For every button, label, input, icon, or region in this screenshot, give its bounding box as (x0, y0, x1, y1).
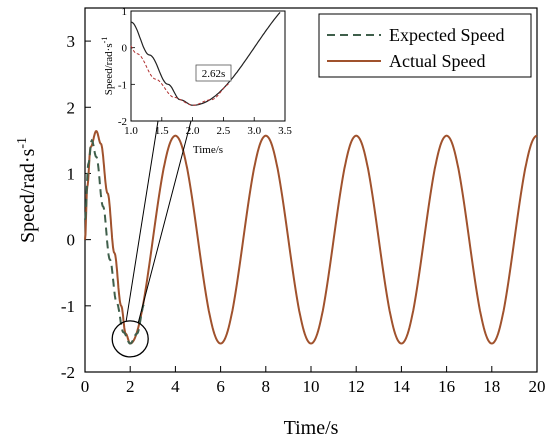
y-tick-label: 3 (67, 32, 76, 51)
x-tick-label: 18 (483, 377, 500, 396)
inset-x-tick-label: 1.5 (155, 125, 169, 137)
y-tick-label: 0 (67, 231, 76, 250)
inset-chart: 1.0 1.5 2.0 2.5 3.0 3.5 -2 -1 0 1 2.62s Time/s Sp… (100, 6, 292, 156)
inset-x-tick-label: 2.5 (217, 125, 231, 137)
inset-y-axis-label-text: Speed/rad·s (103, 43, 115, 95)
inset-x-tick-label: 1.0 (124, 125, 138, 137)
x-tick-label: 2 (126, 377, 135, 396)
main-series-group (84, 129, 538, 345)
inset-y-tick-label: -1 (118, 79, 127, 91)
legend: Expected Speed Actual Speed (318, 13, 532, 78)
x-tick-label: 20 (529, 377, 546, 396)
y-tick-label: -1 (61, 297, 75, 316)
x-tick-label: 16 (438, 377, 455, 396)
inset-annotation-label: 2.62s (202, 68, 226, 80)
x-tick-label: 0 (81, 377, 90, 396)
main-y-axis-label: Speed/rad·s-1 (15, 137, 39, 243)
inset-y-tick-label: 1 (122, 6, 128, 18)
main-y-axis-label-sup: -1 (15, 137, 30, 149)
x-tick-label: 14 (393, 377, 411, 396)
inset-x-tick-label: 2.0 (186, 125, 200, 137)
zoom-connector-right (137, 120, 192, 324)
legend-box (318, 13, 532, 78)
zoom-circle (111, 320, 149, 358)
inset-ticks: 1.0 1.5 2.0 2.5 3.0 3.5 -2 -1 0 1 (118, 6, 293, 137)
main-y-axis-label-text: Speed/rad·s (17, 148, 39, 243)
main-x-axis-label: Time/s (284, 417, 339, 439)
inset-y-axis-label: Speed/rad·s-1 (100, 37, 115, 96)
inset-series-actual (130, 11, 281, 106)
inset-y-tick-label: -2 (118, 116, 127, 128)
legend-label-actual: Actual Speed (389, 51, 485, 71)
series-actual-speed (84, 129, 538, 345)
series-expected-speed (84, 138, 145, 345)
inset-series-group (130, 11, 281, 106)
inset-series-expected (130, 45, 230, 106)
x-tick-label: 6 (216, 377, 225, 396)
zoom-annotation (111, 120, 192, 358)
inset-annotation-box (195, 64, 232, 82)
y-tick-label: 1 (67, 164, 76, 183)
x-tick-label: 4 (171, 377, 180, 396)
inset-x-tick-label: 3.5 (278, 125, 292, 137)
inset-y-tick-label: 0 (122, 43, 128, 55)
inset-y-axis-label-sup: -1 (100, 37, 109, 44)
x-tick-label: 10 (303, 377, 320, 396)
y-tick-label: 2 (67, 98, 76, 117)
legend-label-expected: Expected Speed (389, 25, 504, 45)
x-tick-label: 8 (262, 377, 271, 396)
x-tick-label: 12 (348, 377, 365, 396)
inset-x-tick-label: 3.0 (247, 125, 261, 137)
inset-x-axis-label: Time/s (193, 144, 223, 156)
y-tick-label: -2 (61, 363, 75, 382)
zoom-connector-left (125, 120, 159, 321)
